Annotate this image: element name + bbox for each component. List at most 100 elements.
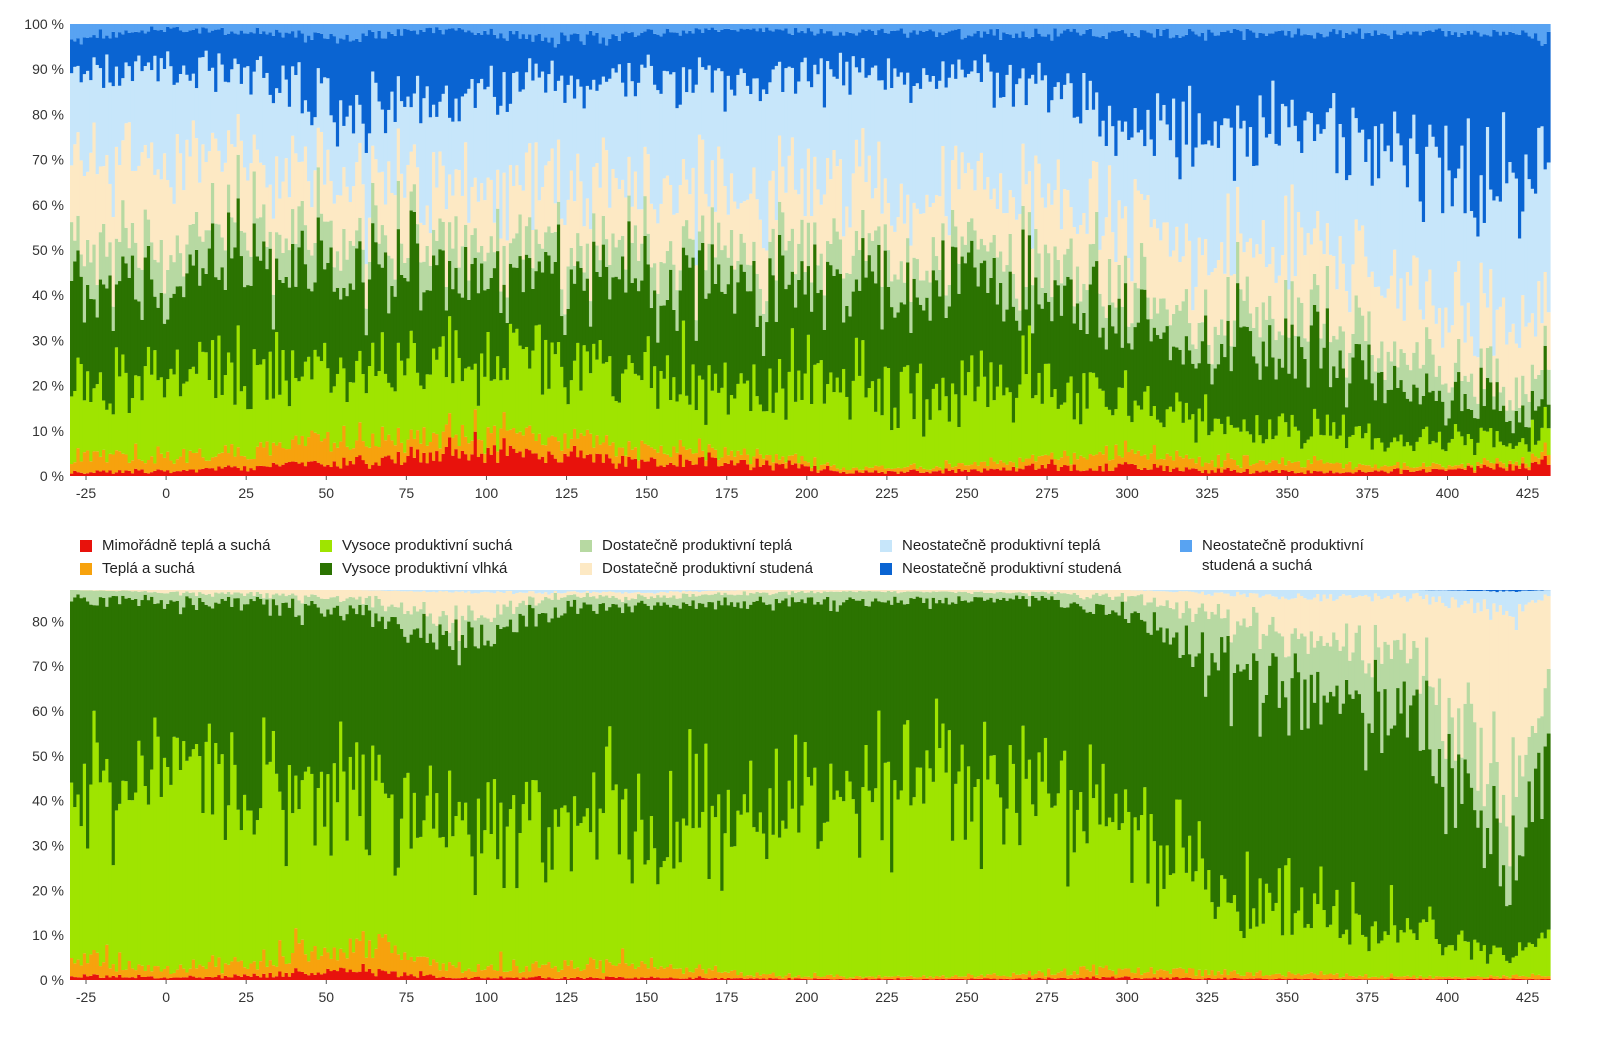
top-bar-segment xyxy=(1277,331,1282,359)
top-bar-segment xyxy=(1332,29,1336,94)
top-bar-segment xyxy=(745,380,750,455)
top-bar xyxy=(627,24,632,476)
top-bar-segment xyxy=(723,24,728,29)
top-bar-segment xyxy=(1184,467,1189,476)
bottom-bar-segment xyxy=(194,968,199,978)
top-bar-segment xyxy=(1498,392,1503,411)
top-bar-segment xyxy=(329,247,334,393)
top-bar-segment xyxy=(428,265,433,291)
bottom-bar xyxy=(182,590,186,980)
top-bar-segment xyxy=(906,365,910,467)
top-bar-segment xyxy=(733,465,737,476)
top-bar-segment xyxy=(576,153,580,234)
top-bar-segment xyxy=(364,308,369,336)
top-bar xyxy=(528,24,532,476)
top-bar-segment xyxy=(1194,368,1199,443)
top-bar-segment xyxy=(275,445,279,465)
top-bar xyxy=(1437,24,1442,476)
top-bar-segment xyxy=(246,471,250,476)
top-bar-segment xyxy=(111,454,116,474)
top-bar-segment xyxy=(854,67,859,140)
top-bar-segment xyxy=(973,33,978,61)
top-bar-segment xyxy=(319,361,324,442)
top-bar-segment xyxy=(262,204,267,242)
top-bar xyxy=(1059,24,1064,476)
top-bar-segment xyxy=(111,306,116,331)
top-bar xyxy=(771,24,776,476)
top-bar-segment xyxy=(1533,193,1538,337)
top-bar-segment xyxy=(1127,464,1131,476)
top-bar-segment xyxy=(326,78,331,150)
top-bar-segment xyxy=(576,24,580,34)
top-bar-segment xyxy=(371,182,375,224)
top-bar-segment xyxy=(982,189,987,246)
top-bar-segment xyxy=(845,272,850,306)
top-bar-segment xyxy=(982,245,987,261)
top-bar xyxy=(1482,24,1487,476)
top-bar-segment xyxy=(604,150,609,240)
top-bar-segment xyxy=(1095,377,1099,455)
top-bar-segment xyxy=(86,450,90,474)
top-bar-segment xyxy=(1473,355,1477,397)
top-bar-segment xyxy=(572,265,577,284)
top-bar-segment xyxy=(374,446,379,463)
top-bar-segment xyxy=(1517,24,1522,35)
top-bar-segment xyxy=(323,24,327,39)
bottom-bar xyxy=(166,590,170,980)
top-bar-segment xyxy=(1223,469,1228,476)
top-bar-segment xyxy=(284,238,289,277)
top-bar-segment xyxy=(646,445,651,462)
top-bar-segment xyxy=(210,67,215,133)
top-bar-segment xyxy=(669,457,673,463)
top-bar-segment xyxy=(1050,297,1055,322)
top-bar-segment xyxy=(242,24,247,34)
top-bar-segment xyxy=(941,24,946,36)
bottom-bar-segment xyxy=(159,796,164,972)
top-bar-segment xyxy=(425,374,430,446)
top-bar xyxy=(595,24,600,476)
top-bar-segment xyxy=(1072,323,1077,420)
top-bar-segment xyxy=(316,356,321,435)
top-bar-segment xyxy=(768,465,773,476)
top-bar-segment xyxy=(1325,112,1330,224)
top-bar-segment xyxy=(1066,455,1071,466)
bottom-bar-segment xyxy=(185,590,190,592)
top-bar-segment xyxy=(348,240,353,284)
top-bar-segment xyxy=(550,24,555,38)
top-bar-segment xyxy=(1373,470,1378,476)
top-bar-segment xyxy=(233,456,238,467)
top-bar-segment xyxy=(1373,438,1378,465)
bottom-bar-segment xyxy=(178,595,183,615)
bottom-bar xyxy=(76,590,81,980)
top-bar-segment xyxy=(162,24,167,32)
top-bar-segment xyxy=(1527,470,1532,476)
top-bar-segment xyxy=(1476,418,1481,443)
top-bar-segment xyxy=(406,29,411,97)
top-bar-segment xyxy=(1053,86,1058,190)
top-bar-segment xyxy=(297,162,302,207)
top-bar xyxy=(505,24,510,476)
top-bar xyxy=(1351,24,1356,476)
top-bar-segment xyxy=(198,236,202,286)
top-bar-segment xyxy=(355,440,359,457)
top-bar-segment xyxy=(640,24,645,33)
top-bar-segment xyxy=(1075,303,1080,394)
top-bar-segment xyxy=(1223,434,1228,461)
top-bar-segment xyxy=(1271,357,1276,440)
top-bar-segment xyxy=(355,248,359,361)
top-bar-segment xyxy=(1136,450,1141,469)
top-bar-segment xyxy=(1210,32,1215,146)
top-bar-segment xyxy=(166,269,170,320)
top-bar-segment xyxy=(313,432,318,461)
top-bar-segment xyxy=(742,271,747,384)
top-bar xyxy=(800,24,805,476)
top-bar-segment xyxy=(483,24,488,31)
top-bar-segment xyxy=(1373,126,1378,288)
top-bar-segment xyxy=(665,28,670,72)
top-bar-segment xyxy=(316,462,321,476)
top-bar-segment xyxy=(720,457,725,466)
top-bar-segment xyxy=(540,394,545,445)
top-bar xyxy=(1495,24,1500,476)
top-bar xyxy=(1402,24,1407,476)
top-bar-segment xyxy=(1447,24,1452,31)
